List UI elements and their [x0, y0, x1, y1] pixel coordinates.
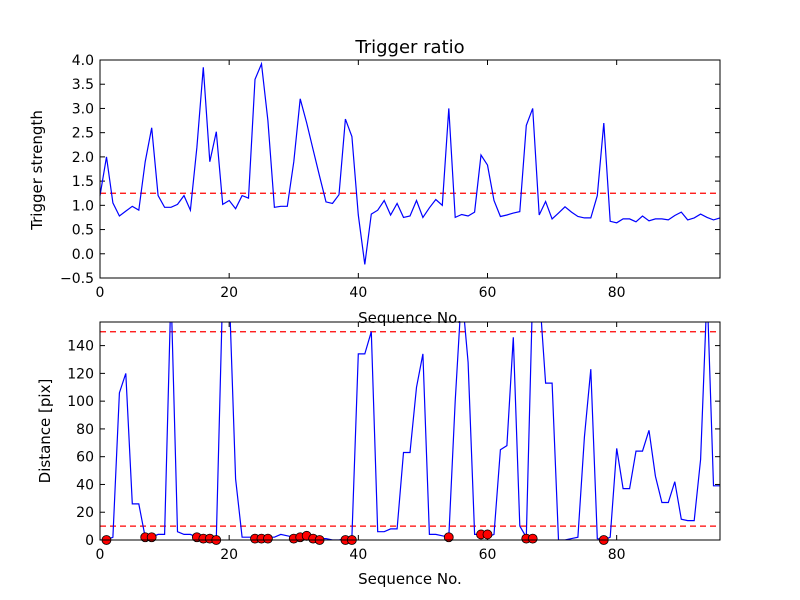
x-tick-label: 0 [96, 547, 105, 563]
marker-point [527, 533, 538, 544]
series-lines [100, 322, 720, 540]
distance-chart: Sequence No. Distance [pix] 0 20 40 60 80 0 20… [36, 321, 721, 588]
y-tick-label: 20 [76, 505, 94, 521]
x-tick-label: 20 [220, 547, 238, 563]
x-tick-label: 80 [608, 285, 626, 301]
y-tick-label: 60 [76, 450, 94, 466]
y-tick-label: 1.0 [72, 198, 94, 214]
axis-ticks: 0 20 40 60 80 0 20 40 60 80 100 120 140 [67, 322, 720, 563]
marker-point [263, 533, 273, 544]
y-tick-label: 100 [67, 394, 94, 410]
threshold-lines [100, 331, 720, 527]
x-tick-label: 0 [96, 285, 105, 301]
chart-title: Trigger ratio [354, 37, 464, 58]
x-tick-label: 40 [349, 285, 367, 301]
x-tick-label: 20 [220, 285, 238, 301]
y-axis-label: Distance [pix] [36, 379, 54, 484]
y-tick-label: 0.5 [72, 223, 94, 239]
series-line [99, 61, 721, 265]
y-tick-label: 3.0 [72, 101, 94, 117]
plot-frame [99, 59, 721, 279]
marker-point [443, 532, 454, 543]
marker-point [482, 529, 493, 540]
axis-ticks: 0 20 40 60 80 −0.5 0.0 0.5 1.0 1.5 2.0 2.5 3.0 3.5 4.0 [60, 53, 720, 301]
y-tick-label: 0.0 [72, 247, 94, 263]
y-tick-label: 80 [76, 422, 94, 438]
x-tick-label: 60 [479, 547, 497, 563]
trigger-ratio-chart: Trigger ratio Sequence No. Trigger stren… [28, 37, 721, 327]
y-tick-label: 2.0 [72, 150, 94, 166]
x-tick-label: 40 [349, 547, 367, 563]
x-axis-label: Sequence No. [358, 309, 462, 327]
y-tick-label: 3.5 [72, 77, 94, 93]
series-lines [99, 61, 721, 265]
series-line [100, 322, 720, 540]
y-tick-label: 140 [67, 339, 94, 355]
y-tick-label: 120 [67, 366, 94, 382]
y-tick-label: 1.5 [72, 174, 94, 190]
plot-frame [99, 321, 721, 541]
x-axis-label: Sequence No. [358, 570, 462, 588]
y-tick-label: −0.5 [60, 271, 94, 287]
marker-point [146, 532, 157, 543]
y-tick-label: 2.5 [72, 126, 94, 142]
y-tick-label: 40 [76, 477, 94, 493]
x-tick-label: 60 [479, 285, 497, 301]
y-tick-label: 4.0 [72, 53, 94, 69]
y-axis-label: Trigger strength [28, 110, 46, 231]
y-tick-label: 0 [85, 533, 94, 549]
x-tick-label: 80 [608, 547, 626, 563]
